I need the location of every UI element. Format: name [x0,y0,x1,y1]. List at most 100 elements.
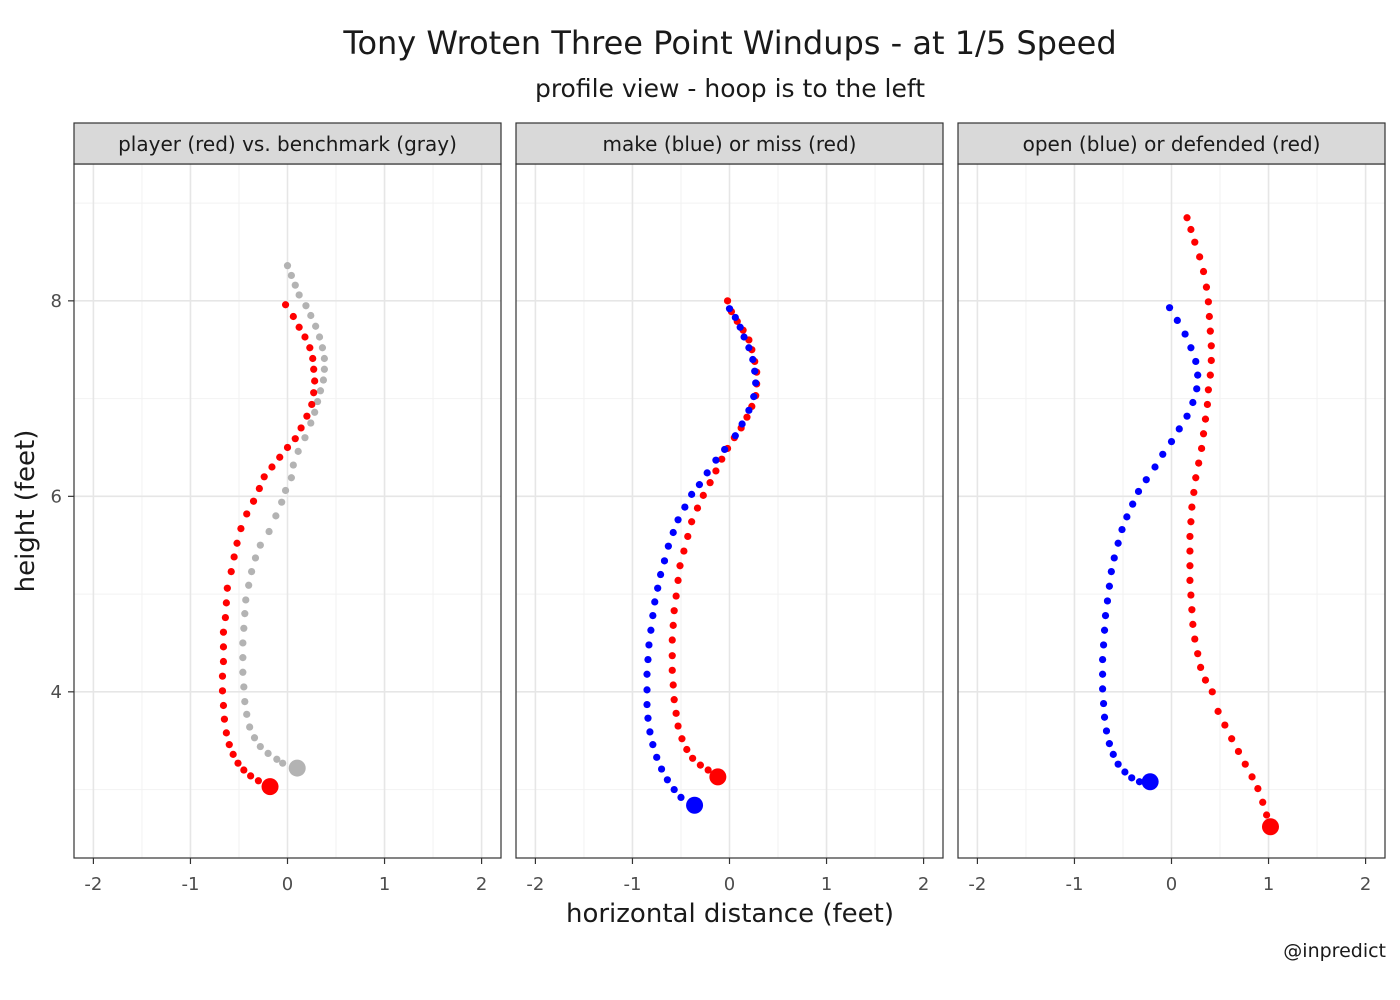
data-point [684,532,692,541]
data-point [245,581,253,589]
data-point [669,621,677,629]
end-point [686,796,704,814]
data-point [307,311,315,320]
data-point [678,735,686,743]
data-point [1100,626,1109,634]
data-point [668,636,676,644]
data-point [688,490,696,498]
data-point [247,568,256,576]
data-point [712,467,720,475]
data-point [239,668,247,676]
data-point [1204,386,1212,394]
data-point [1098,685,1107,693]
data-point [1208,688,1216,696]
data-point [295,323,303,331]
data-point [287,271,295,280]
data-point [693,504,702,512]
data-point [738,420,746,428]
data-point [1207,342,1215,350]
data-point [1196,253,1204,261]
data-point [220,715,229,723]
data-point [278,498,286,506]
data-point [1197,444,1206,453]
data-point [721,445,729,454]
data-point [1099,641,1108,649]
data-point [725,305,734,313]
data-point [1121,768,1129,776]
data-point [308,400,316,409]
data-point [273,755,281,763]
data-point [657,765,666,773]
data-point [1109,750,1117,758]
data-point [309,354,317,363]
data-point [289,461,297,469]
data-point [674,576,682,585]
data-point [265,527,273,536]
data-point [669,528,677,537]
data-point [1187,344,1195,352]
data-point [718,455,726,463]
data-point [706,479,714,487]
data-point [313,397,322,406]
data-point [319,376,328,384]
data-point [743,413,751,421]
data-point [674,516,682,524]
facet-panel-2: make (blue) or miss (red) -2 -1 0 1 2 [515,122,944,895]
data-point [643,670,651,678]
data-point [249,497,258,505]
x-tick-label: -2 [968,874,986,895]
series-red [1183,214,1279,836]
data-point [318,344,327,352]
data-point [1165,304,1174,312]
x-tick-label: 1 [379,874,390,895]
data-point [316,387,325,395]
data-point [1189,398,1197,407]
data-point [301,333,309,341]
data-point [219,701,228,710]
facet-panel-1: player (red) vs. benchmark (gray) -2 -1 0 1 2… [51,122,502,895]
data-point [1241,760,1249,768]
data-point [219,643,228,651]
data-point [255,484,263,493]
data-point [1159,450,1167,458]
x-tick-label: -2 [526,874,544,895]
data-point [1100,713,1109,721]
x-tick-label: -1 [1065,874,1083,895]
data-point [644,714,652,722]
data-point [1214,707,1222,715]
data-point [283,262,292,270]
data-point [227,568,235,576]
data-point [1114,539,1122,547]
x-tick-label: -2 [84,874,102,895]
data-point [668,666,676,674]
data-point [260,473,268,481]
data-point [251,554,260,562]
data-point [239,639,247,647]
data-point [1110,554,1118,562]
data-point [695,481,704,489]
data-point [1188,503,1196,511]
x-axis-title: horizontal distance (feet) [566,899,894,929]
credit-text: @inpredict [1283,940,1386,962]
data-point [651,598,659,606]
data-point [1187,518,1195,526]
data-point [1192,357,1200,366]
data-point [218,687,227,695]
end-point [288,759,306,777]
data-point [1202,283,1211,291]
data-point [664,542,672,550]
data-point [1189,620,1197,628]
facet-strip-label: make (blue) or miss (red) [603,132,857,156]
data-point [233,539,241,547]
data-point [646,728,654,736]
data-point [704,766,712,774]
data-point [1129,500,1137,508]
data-point [303,412,311,420]
data-point [222,729,230,737]
data-point [291,435,299,443]
data-point [1118,525,1126,534]
data-point [644,655,652,664]
data-point [731,313,739,322]
x-tick-label: -1 [181,874,199,895]
data-point [654,584,662,592]
